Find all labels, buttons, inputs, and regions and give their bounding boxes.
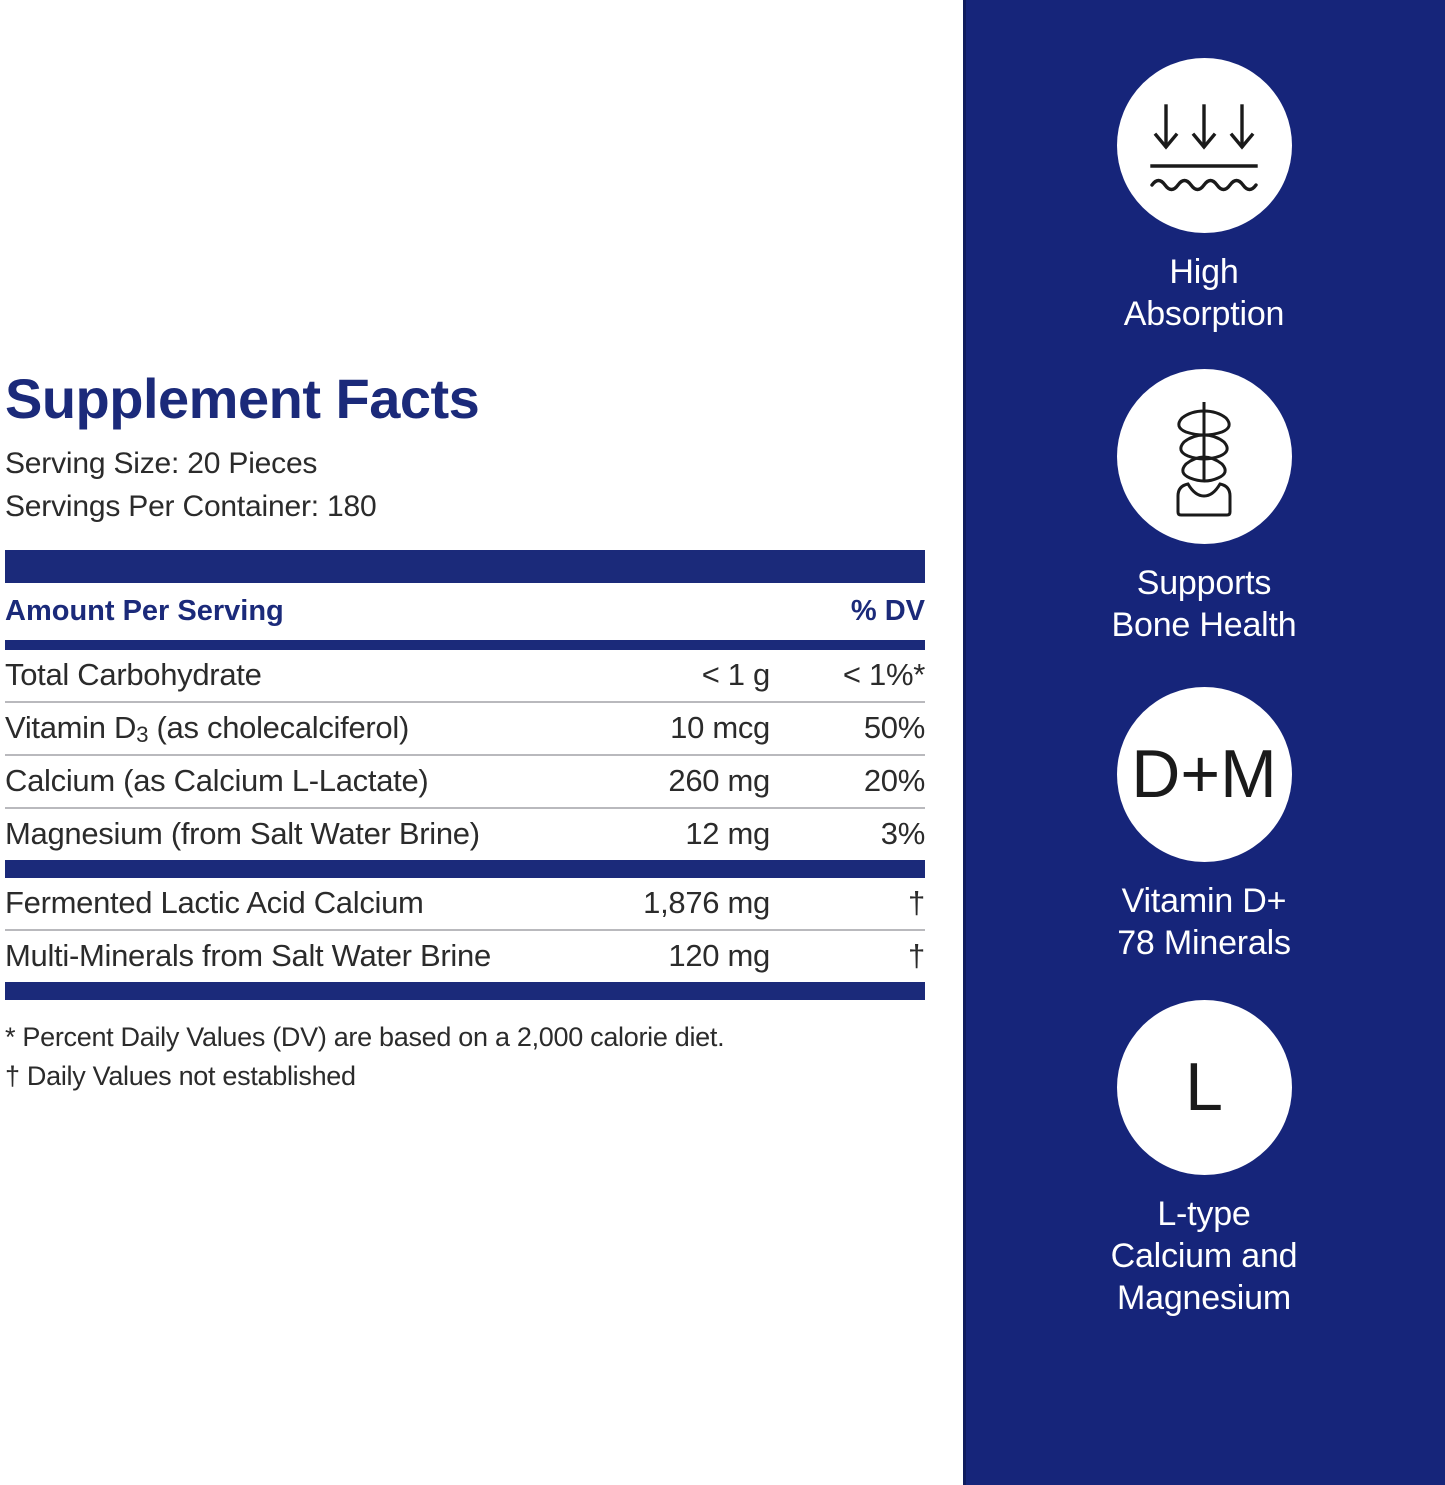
row-divider [5, 754, 925, 757]
nutrient-amount: 12 mg [685, 816, 770, 852]
nutrient-name: Calcium (as Calcium L-Lactate) [5, 763, 429, 799]
supplement-facts-table: Supplement Facts Serving Size: 20 Pieces… [5, 370, 925, 1097]
l-letter-icon: L [1185, 1049, 1223, 1126]
nutrient-amount: 120 mg [668, 938, 770, 974]
benefit-label-line-3: Magnesium [1117, 1279, 1291, 1318]
footnotes: * Percent Daily Values (DV) are based on… [5, 1018, 925, 1096]
table-row: Vitamin D3 (as cholecalciferol) 10 mcg 5… [5, 703, 925, 754]
nutrient-name-prefix: Vitamin D [5, 710, 137, 746]
table-header-underbar [5, 640, 925, 651]
nutrient-name: Multi-Minerals from Salt Water Brine [5, 938, 491, 974]
table-row: Calcium (as Calcium L-Lactate) 260 mg 20… [5, 756, 925, 807]
table-row: Magnesium (from Salt Water Brine) 12 mg … [5, 809, 925, 860]
benefit-label-line-2: Bone Health [1111, 606, 1297, 645]
bone-spine-icon [1176, 401, 1232, 517]
benefit-label-line-1: Vitamin D+ [1121, 881, 1287, 920]
nutrient-dv: 3% [880, 816, 926, 852]
benefit-label-line-2: 78 Minerals [1117, 923, 1291, 962]
servings-per-container: Servings Per Container: 180 [5, 489, 377, 523]
benefit-label-line-1: High [1169, 253, 1239, 291]
benefit-badge-bone-health: Supports Bone Health [963, 369, 1445, 646]
nutrient-dv: < 1%* [842, 657, 925, 693]
nutrient-amount: 260 mg [668, 763, 770, 799]
nutrient-dv: 50% [863, 710, 925, 746]
table-row: Total Carbohydrate < 1 g < 1%* [5, 650, 925, 701]
nutrient-dv: 20% [863, 763, 925, 799]
nutrient-name: Magnesium (from Salt Water Brine) [5, 816, 480, 852]
row-divider [5, 929, 925, 932]
absorption-badge-circle [1116, 58, 1292, 233]
nutrient-dv: † [908, 938, 925, 974]
l-badge-circle: L [1116, 999, 1292, 1175]
benefit-label-line-1: L-type [1157, 1194, 1251, 1233]
table-top-bar [5, 550, 925, 584]
row-divider [5, 807, 925, 810]
serving-size: Serving Size: 20 Pieces [5, 447, 318, 481]
footnote-dagger: † Daily Values not established [5, 1061, 356, 1092]
dm-letters-icon: D+M [1131, 736, 1277, 813]
header-amount-per-serving: Amount Per Serving [5, 595, 284, 628]
table-bottom-bar [5, 982, 925, 1001]
benefit-badge-l-type: L L-type Calcium and Magnesium [963, 999, 1445, 1319]
benefit-label-vitamin-d-minerals: Vitamin D+ 78 Minerals [1117, 880, 1291, 964]
nutrient-amount: 1,876 mg [643, 885, 770, 921]
footnote-daily-value: * Percent Daily Values (DV) are based on… [5, 1022, 725, 1053]
dm-badge-circle: D+M [1116, 686, 1292, 862]
benefit-label-line-1: Supports [1136, 564, 1272, 603]
page-title: Supplement Facts [5, 367, 480, 430]
benefit-label-bone-health: Supports Bone Health [1112, 562, 1297, 646]
nutrient-name-suffix: (as cholecalciferol) [148, 710, 410, 746]
table-middle-bar [5, 860, 925, 879]
nutrient-amount: < 1 g [701, 657, 771, 693]
nutrient-name: Vitamin D3 (as cholecalciferol) [5, 710, 580, 747]
header-percent-dv: % DV [850, 595, 925, 628]
row-divider [5, 701, 925, 704]
bone-badge-circle [1116, 369, 1292, 545]
nutrient-dv: † [908, 885, 925, 921]
table-header-row: Amount Per Serving % DV [5, 583, 925, 640]
benefit-label-l-type: L-type Calcium and Magnesium [1111, 1193, 1298, 1319]
benefit-label-line-2: Absorption [1123, 295, 1285, 334]
benefit-label-high-absorption: High Absorption [1124, 251, 1285, 335]
nutrient-name-subscript: 3 [136, 721, 149, 747]
absorption-arrows-icon [1150, 103, 1258, 191]
serving-info: Serving Size: 20 Pieces Servings Per Con… [5, 443, 925, 528]
nutrient-amount: 10 mcg [670, 710, 770, 746]
nutrient-name: Total Carbohydrate [5, 657, 262, 693]
benefits-panel: High Absorption Supports [963, 0, 1445, 1485]
table-row: Fermented Lactic Acid Calcium 1,876 mg † [5, 878, 925, 929]
nutrient-name: Fermented Lactic Acid Calcium [5, 885, 424, 921]
table-row: Multi-Minerals from Salt Water Brine 120… [5, 931, 925, 982]
benefit-badge-vitamin-d-minerals: D+M Vitamin D+ 78 Minerals [963, 686, 1445, 964]
benefit-label-line-2: Calcium and [1110, 1237, 1298, 1276]
supplement-facts-panel: Supplement Facts Serving Size: 20 Pieces… [5, 369, 926, 1097]
benefit-badge-high-absorption: High Absorption [963, 58, 1445, 335]
